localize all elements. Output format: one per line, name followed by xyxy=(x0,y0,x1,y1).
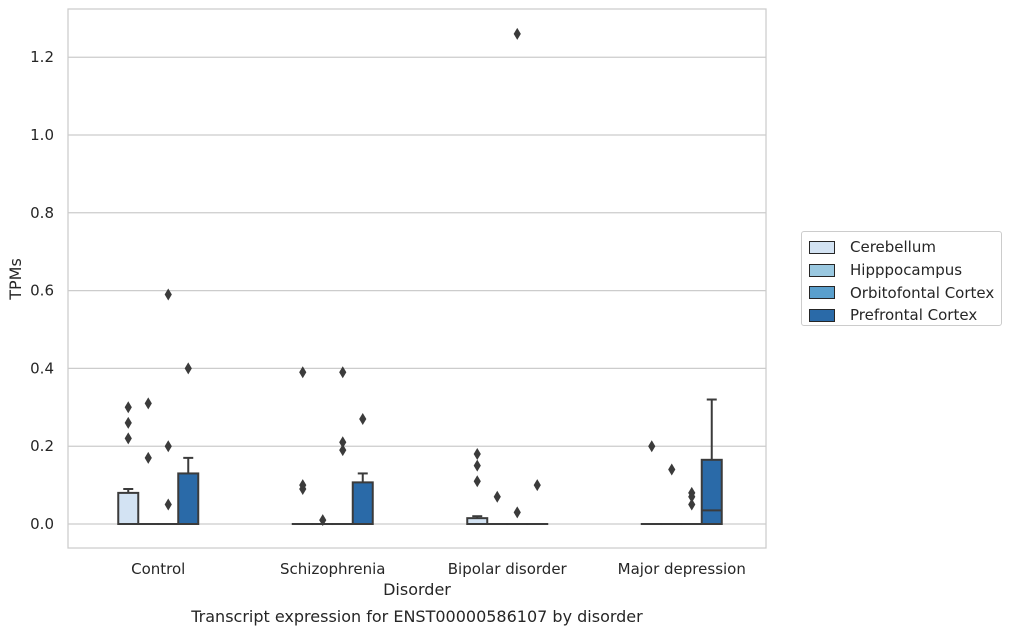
outlier-point xyxy=(164,440,172,453)
outlier-point xyxy=(513,506,521,519)
box-cerebellum xyxy=(640,440,663,526)
box-cerebellum xyxy=(291,366,314,526)
legend-item: Hipppocampus xyxy=(809,259,1001,282)
legend-item: Cerebellum xyxy=(809,236,1001,259)
y-tick-label: 0.8 xyxy=(30,204,54,222)
boxes xyxy=(117,27,723,527)
x-tick-label: Schizophrenia xyxy=(280,560,385,578)
box-body xyxy=(700,458,723,525)
outlier-point xyxy=(359,412,367,425)
box-prefrontal-cortex xyxy=(526,479,549,526)
legend-item: Prefrontal Cortex xyxy=(809,304,1001,327)
box-hipppocampus xyxy=(137,397,160,526)
outlier-point xyxy=(299,366,307,379)
outlier-point xyxy=(144,397,152,410)
outlier-point xyxy=(124,432,132,445)
legend: Cerebellum Hipppocampus Orbitofontal Corte… xyxy=(801,231,1002,326)
outlier-point xyxy=(339,366,347,379)
outlier-point xyxy=(299,482,307,495)
outlier-point xyxy=(688,490,696,503)
outlier-point xyxy=(473,447,481,460)
outlier-point xyxy=(164,498,172,511)
outlier-point xyxy=(648,440,656,453)
x-tick-label: Control xyxy=(131,560,185,578)
outlier-point xyxy=(493,490,501,503)
box-cerebellum xyxy=(466,447,489,525)
chart-title: Transcript expression for ENST0000058610… xyxy=(190,607,643,626)
legend-swatch xyxy=(809,263,835,277)
box-prefrontal-cortex xyxy=(177,362,200,525)
plot-area-frame xyxy=(67,8,767,549)
outlier-point xyxy=(473,475,481,488)
legend-swatch xyxy=(809,240,835,254)
legend-label: Hipppocampus xyxy=(850,261,963,280)
legend-item: Orbitofontal Cortex xyxy=(809,281,1001,304)
outlier-point xyxy=(319,514,327,527)
outlier-point xyxy=(124,416,132,429)
box-prefrontal-cortex xyxy=(351,412,374,526)
y-tick-label: 1.0 xyxy=(30,126,54,144)
outlier-point xyxy=(533,479,541,492)
box-hipppocampus xyxy=(486,490,509,526)
legend-label: Prefrontal Cortex xyxy=(850,306,978,325)
y-axis-label: TPMs xyxy=(6,258,25,301)
box-body xyxy=(351,481,374,526)
box-orbitofontal-cortex xyxy=(157,288,180,526)
legend-label: Cerebellum xyxy=(850,238,936,257)
outlier-point xyxy=(144,451,152,464)
outlier-point xyxy=(339,444,347,457)
y-tick-label: 0.6 xyxy=(30,282,54,300)
outlier-point xyxy=(688,498,696,511)
x-axis-ticks: Control Schizophrenia Bipolar disorder Majo… xyxy=(131,560,746,578)
y-tick-label: 0.4 xyxy=(30,359,54,377)
box-hipppocampus xyxy=(311,514,334,527)
box-prefrontal-cortex xyxy=(700,398,723,525)
outlier-point xyxy=(339,436,347,449)
y-tick-label: 0.0 xyxy=(30,515,54,533)
box-orbitofontal-cortex xyxy=(506,27,529,526)
gridlines xyxy=(68,56,766,525)
box-body xyxy=(117,491,140,526)
y-tick-label: 1.2 xyxy=(30,48,54,66)
legend-swatch xyxy=(809,308,835,322)
outlier-point xyxy=(184,362,192,375)
y-axis-ticks: 0.0 0.2 0.4 0.6 0.8 1.0 1.2 xyxy=(30,48,54,533)
outlier-point xyxy=(124,401,132,414)
y-tick-label: 0.2 xyxy=(30,437,54,455)
box-orbitofontal-cortex xyxy=(680,486,703,526)
box-body xyxy=(177,472,200,525)
legend-label: Orbitofontal Cortex xyxy=(850,283,995,302)
x-tick-label: Major depression xyxy=(618,560,746,578)
outlier-point xyxy=(668,463,676,476)
outlier-point xyxy=(473,459,481,472)
x-tick-label: Bipolar disorder xyxy=(448,560,568,578)
outlier-point xyxy=(164,288,172,301)
box-orbitofontal-cortex xyxy=(331,366,354,526)
box-hipppocampus xyxy=(660,463,683,526)
box-cerebellum xyxy=(117,401,140,526)
outlier-point xyxy=(513,27,521,40)
legend-swatch xyxy=(809,286,835,300)
x-axis-label: Disorder xyxy=(383,580,451,599)
